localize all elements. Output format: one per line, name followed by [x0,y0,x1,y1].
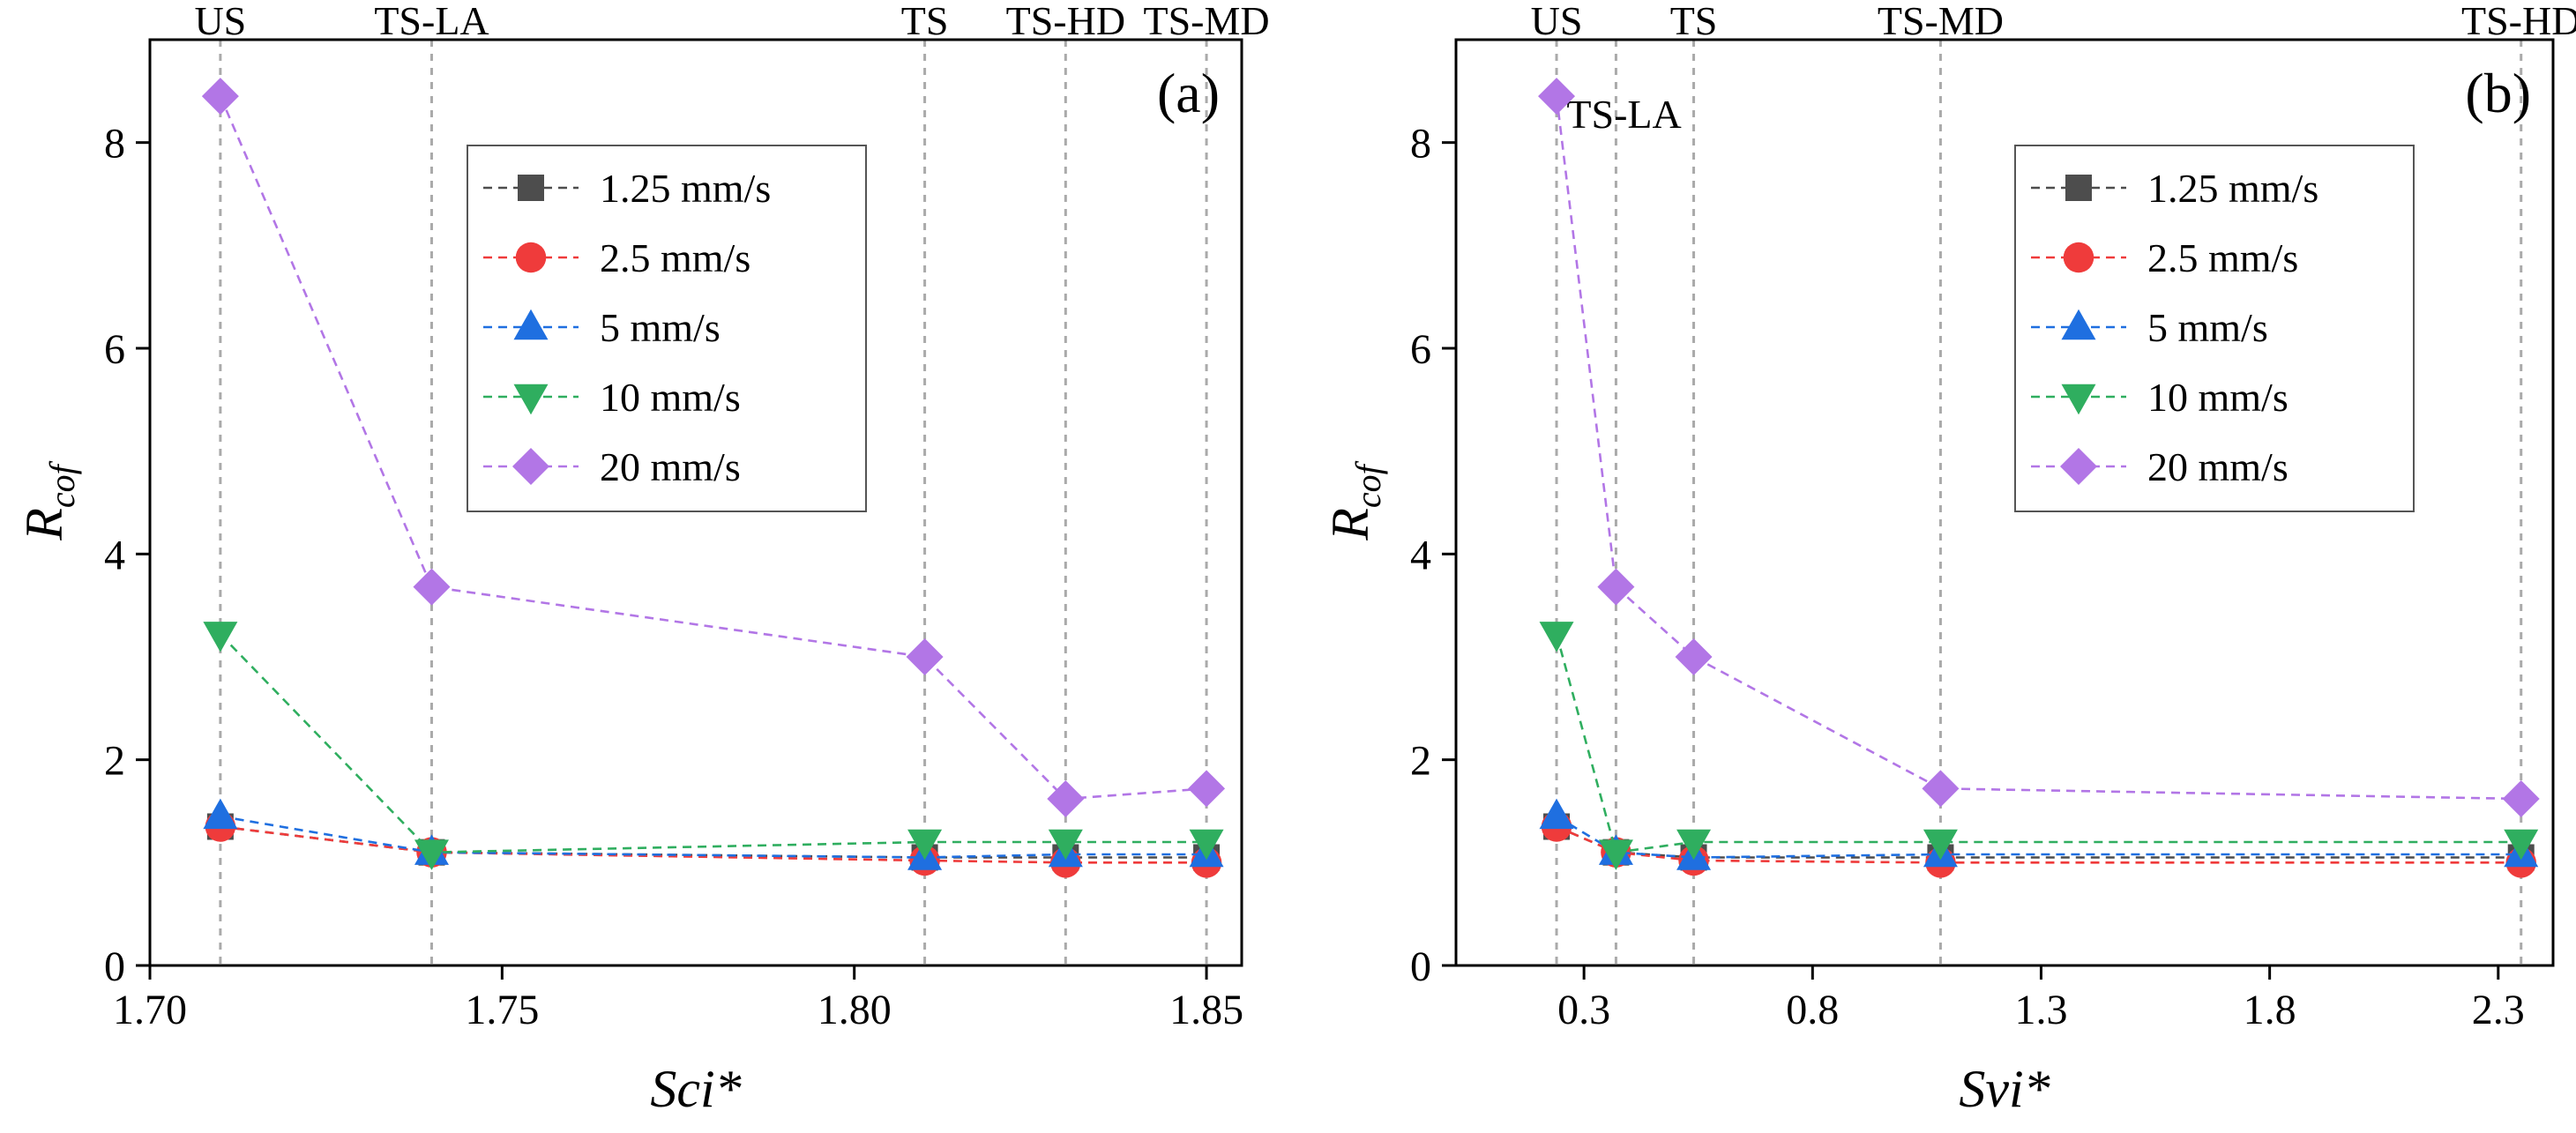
data-point-s10 [1676,829,1712,861]
data-point-s5 [203,798,238,830]
x-tick-label: 1.85 [1169,987,1243,1033]
data-point-s5 [1539,798,1574,830]
reference-label: TS-LA [1566,92,1681,137]
x-tick-label: 0.8 [1786,987,1839,1033]
legend: 1.25 mm/s 2.5 mm/s 5 mm/s 10 mm/s 20 mm/s [2014,145,2415,512]
data-point-s20 [1922,770,1960,808]
legend-label: 2.5 mm/s [2147,235,2298,280]
legend-label: 2.5 mm/s [600,235,750,280]
legend-marker-s5 [513,309,549,340]
legend-label: 1.25 mm/s [600,166,771,211]
plot-frame [1454,38,2555,967]
legend-marker-s125 [518,175,544,201]
legend: 1.25 mm/s 2.5 mm/s 5 mm/s 10 mm/s 20 mm/s [467,145,867,512]
data-point-s20 [413,568,451,606]
y-tick-label: 2 [104,738,125,785]
legend-marker-s125 [2065,175,2092,201]
y-tick-label: 4 [104,532,125,578]
y-axis-title-sub: cof [1348,460,1388,508]
x-axis-title: Svi* [1959,1060,2050,1118]
x-tick-label: 1.70 [113,987,187,1033]
legend-label: 10 mm/s [2147,375,2289,420]
y-tick-label: 6 [104,326,125,373]
x-tick-label: 2.3 [2472,987,2525,1033]
x-tick-label: 0.3 [1557,987,1610,1033]
y-tick-label: 8 [1410,121,1431,168]
plot-frame [148,38,1243,967]
legend-label: 20 mm/s [600,444,741,489]
data-point-s10 [1048,829,1083,861]
data-point-s10 [907,829,943,861]
data-point-s20 [906,638,944,675]
data-point-s20 [201,78,239,116]
x-tick-label: 1.8 [2244,987,2296,1033]
series-line-s20 [1555,96,2521,801]
data-point-s10 [414,839,449,870]
x-axis-title: Sci* [650,1060,741,1118]
y-axis-title-main: R [1321,508,1379,541]
x-tick-label: 1.3 [2014,987,2067,1033]
y-tick-label: 4 [1410,532,1431,578]
reference-label: TS [1670,0,1718,43]
data-point-s10 [1539,622,1574,652]
y-axis-title: Rcof [1321,460,1388,540]
panel-label: (b) [2465,62,2531,124]
legend-label: 5 mm/s [600,305,721,350]
legend-marker-s20 [2060,448,2097,485]
reference-label: US [194,0,246,43]
legend-marker-s10 [513,384,549,415]
reference-label: TS-HD [2461,0,2576,43]
y-tick-label: 2 [1410,738,1431,785]
data-point-s20 [1188,770,1226,808]
data-point-s10 [2504,829,2539,861]
data-point-s20 [1597,568,1635,606]
legend-label: 20 mm/s [2147,444,2289,489]
legend-label: 5 mm/s [2147,305,2268,350]
reference-label: TS-HD [1006,0,1125,43]
legend-label: 10 mm/s [600,375,741,420]
series-line-s10 [219,633,1207,853]
legend-marker-s25 [2063,242,2094,273]
series-line-s20 [219,95,1207,801]
reference-label: US [1531,0,1583,43]
data-point-s20 [1538,78,1576,116]
legend-marker-s10 [2061,384,2096,415]
data-point-s20 [2502,780,2540,817]
chart-panel-b: US TS-LA TS TS-MD TS-HD 0.3 0.8 1.3 1.8 2.3 0 2 4 6 8 S… [1321,0,2576,1118]
y-tick-label: 8 [104,121,125,168]
legend-marker-s25 [515,242,547,273]
reference-label: TS-LA [374,0,489,43]
y-tick-label: 6 [1410,326,1431,373]
data-point-s10 [1189,829,1224,861]
chart-panel-a: US TS-LA TS TS-HD TS-MD 1.70 1.75 1.80 1.85 0 2 4 6 8… [15,0,1270,1118]
data-point-s20 [1047,780,1085,817]
data-point-s10 [1598,839,1633,870]
y-axis-title-main: R [15,508,73,541]
y-tick-label: 0 [1410,943,1431,990]
panel-label: (a) [1157,62,1220,124]
x-tick-label: 1.75 [465,987,539,1033]
x-tick-label: 1.80 [818,987,892,1033]
reference-label: TS-MD [1144,0,1270,43]
y-axis-title: Rcof [15,460,82,540]
legend-label: 1.25 mm/s [2147,166,2318,211]
legend-marker-s20 [512,448,549,485]
series-line-s5 [1556,815,2521,859]
data-point-s20 [1675,638,1713,675]
legend-marker-s5 [2061,309,2096,340]
reference-label: TS-MD [1878,0,2004,43]
data-point-s10 [1923,829,1958,861]
y-axis-title-sub: cof [42,460,82,508]
reference-label: TS [901,0,949,43]
data-point-s10 [203,622,238,652]
y-tick-label: 0 [104,943,125,990]
